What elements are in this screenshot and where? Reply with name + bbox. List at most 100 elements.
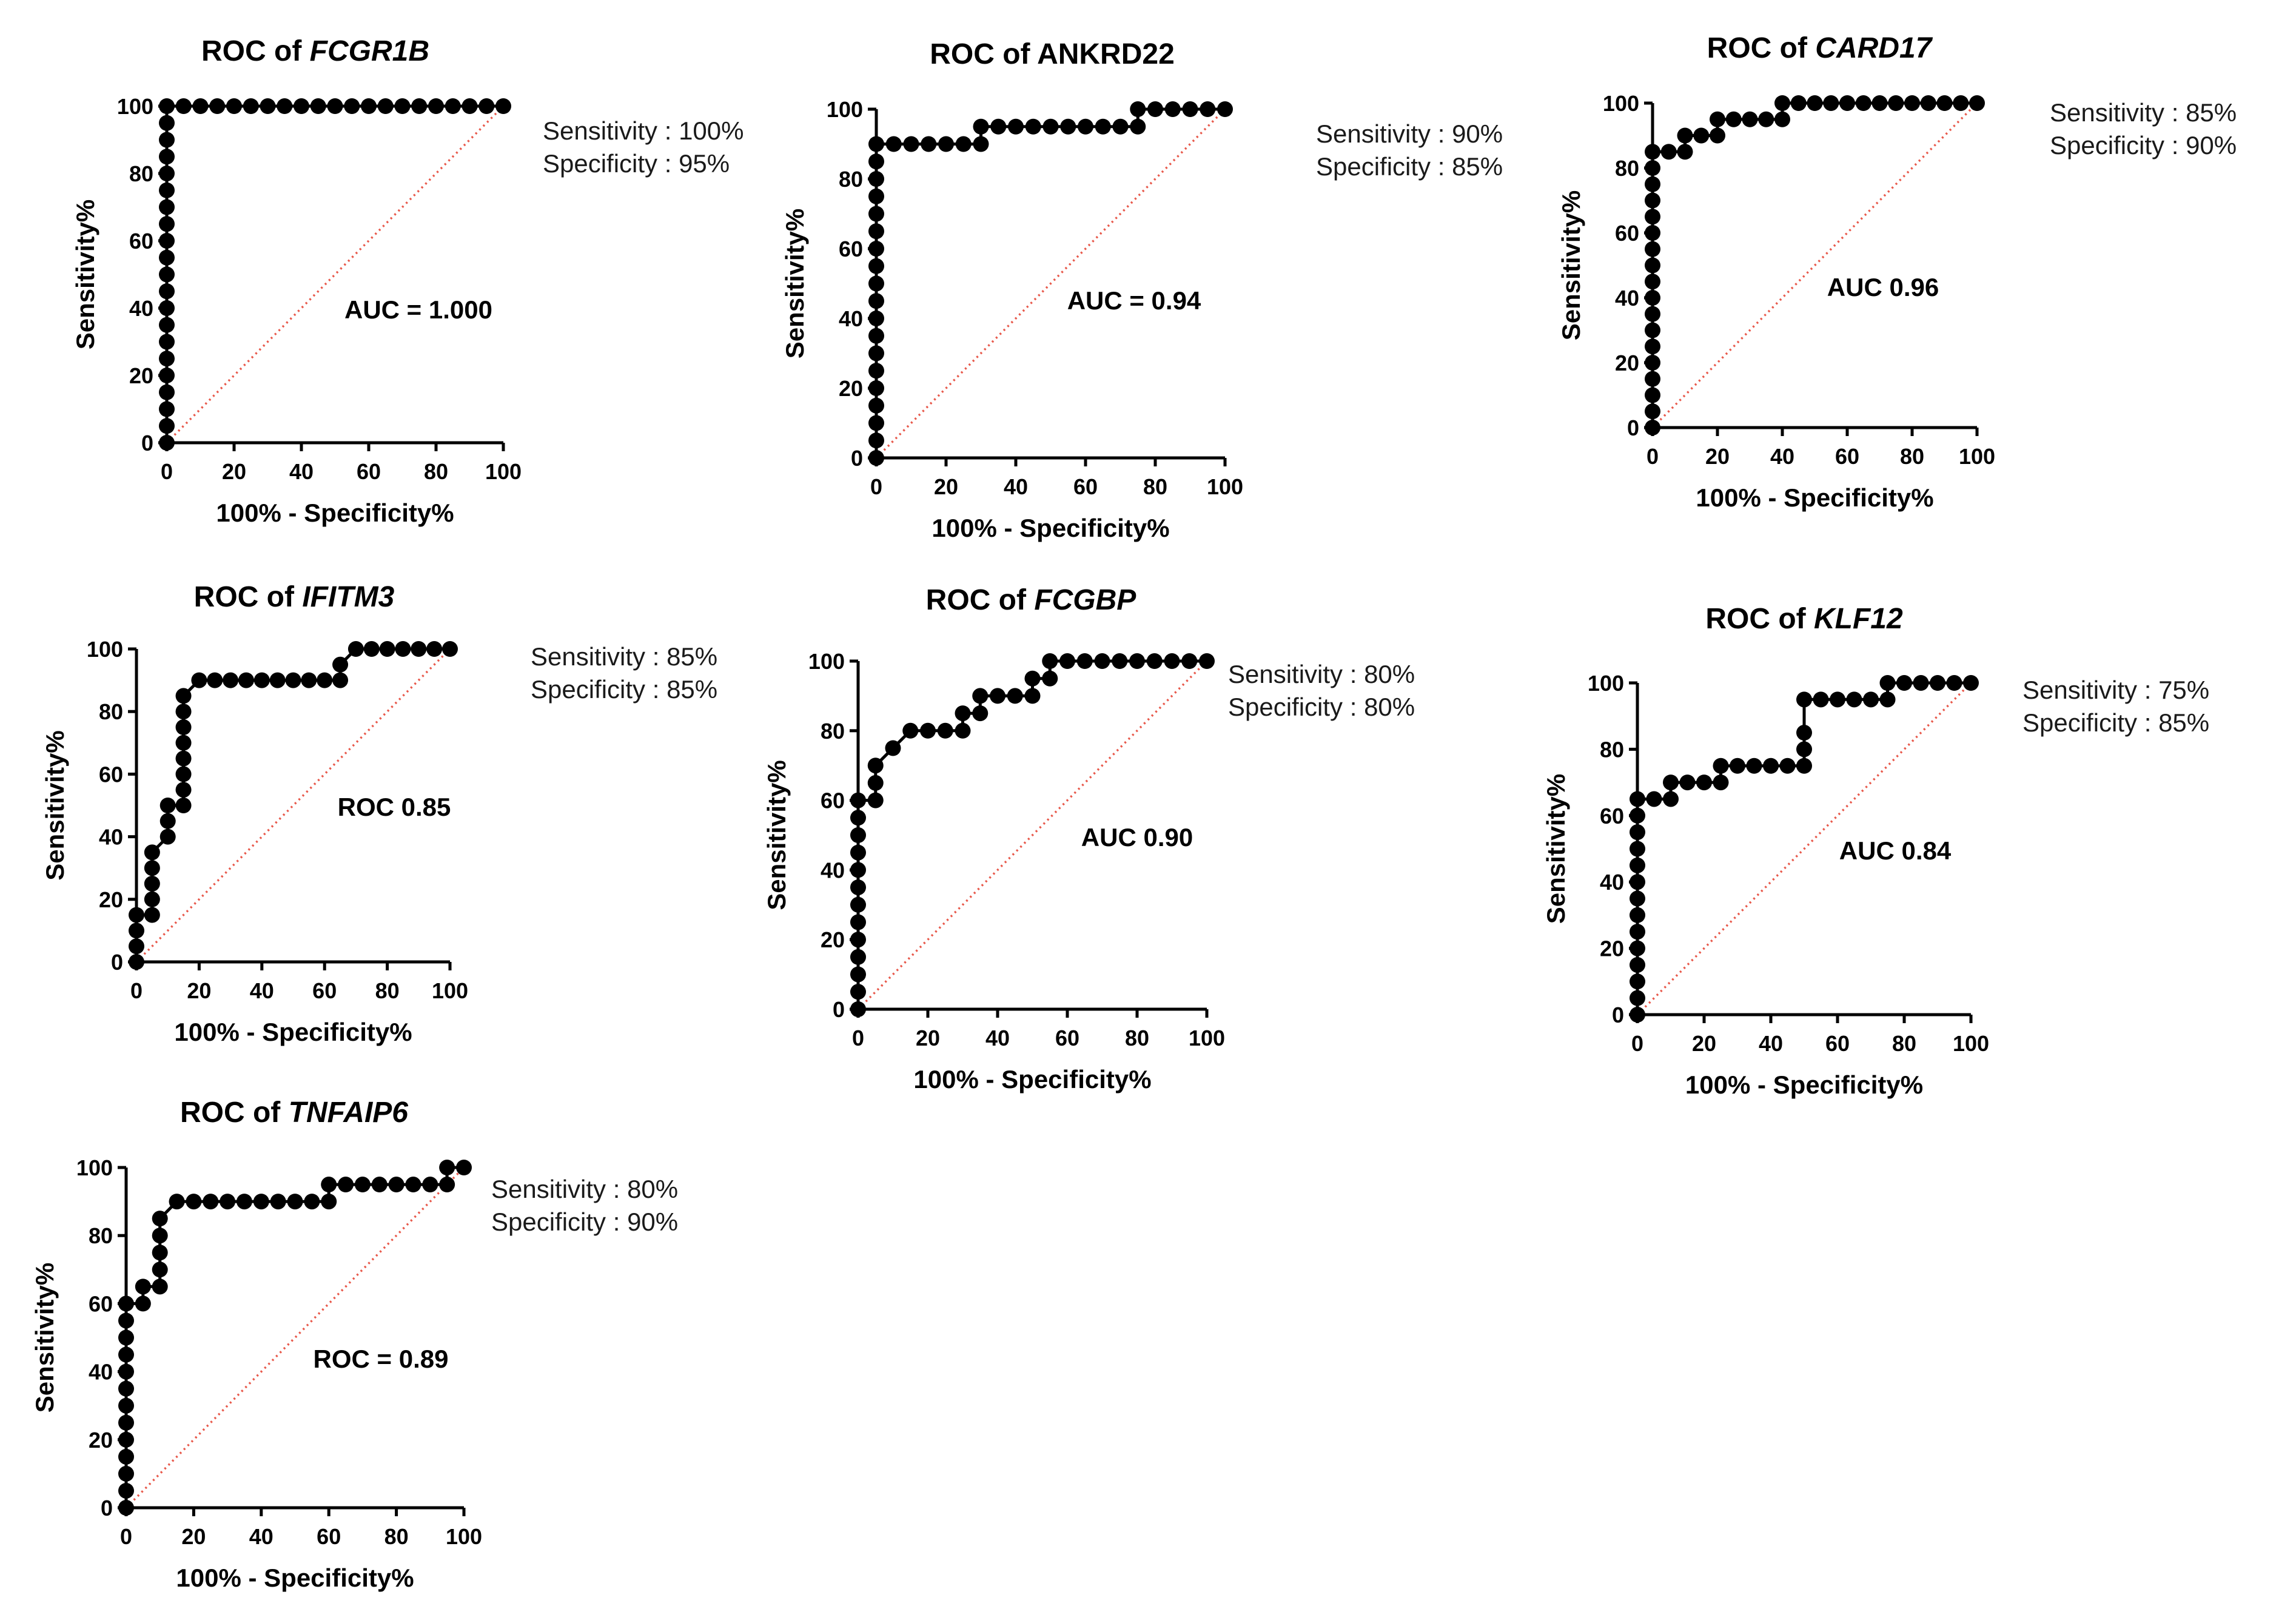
sensitivity-text: Sensitivity : 80% [491,1175,678,1203]
roc-panel-ifitm3: ROC of IFITM3 0 20 40 60 80 100 0 20 40 60 80 100 100… [41,581,717,1046]
roc-point [243,98,259,114]
roc-point [118,1295,134,1312]
roc-point [1730,758,1745,774]
roc-point [426,641,443,657]
roc-point [428,98,444,114]
x-tick-label: 60 [1055,1026,1079,1050]
roc-point [144,891,160,907]
x-tick-label: 80 [1143,474,1167,499]
roc-point [1630,791,1645,807]
roc-point [118,1414,134,1431]
roc-point [159,283,175,300]
x-tick-label: 0 [130,978,143,1003]
roc-point [1645,420,1660,435]
roc-point [1946,675,1962,691]
x-tick-label: 100 [1959,444,1995,469]
x-tick-label: 40 [289,459,314,484]
roc-point [938,136,954,152]
y-tick-label: 100 [117,94,153,119]
y-tick-label: 20 [1615,351,1639,375]
roc-point [1645,241,1660,257]
x-tick-label: 20 [916,1026,940,1050]
roc-point [1969,95,1985,111]
y-tick-label: 60 [99,762,123,787]
sensitivity-text: Sensitivity : 90% [1316,119,1503,148]
roc-point [1904,95,1920,111]
chart-title-gene: KLF12 [1814,603,1903,635]
y-tick-label: 0 [141,431,153,455]
roc-point [175,704,192,720]
roc-point [868,275,884,292]
roc-point [868,241,884,257]
y-tick-label: 80 [1600,737,1624,762]
y-tick-label: 20 [839,376,863,401]
roc-point [118,1448,134,1465]
roc-point [129,954,144,970]
roc-point [175,98,192,114]
roc-point [1677,144,1693,160]
roc-point [868,328,884,344]
sensitivity-text: Sensitivity : 80% [1228,660,1415,688]
roc-point [159,334,175,350]
roc-point [1879,675,1896,691]
chart-title: ROC of TNFAIP6 [180,1097,408,1129]
roc-point [1630,990,1645,1006]
roc-curve-line [124,1166,464,1508]
y-tick-label: 20 [129,363,153,388]
roc-point [175,750,192,767]
y-tick-label: 100 [76,1155,113,1180]
y-tick-label: 100 [827,97,863,122]
roc-point [442,641,458,657]
roc-point [1790,95,1807,111]
roc-point [1645,403,1660,420]
roc-point [850,896,866,913]
roc-point [1936,95,1953,111]
roc-point [159,813,176,829]
y-tick-label: 80 [89,1223,113,1248]
reference-line [857,660,1208,1010]
x-tick-label: 80 [1892,1031,1916,1056]
roc-point [321,1177,337,1193]
roc-point [850,827,866,843]
chart-title: ROC of FCGBP [926,584,1137,616]
roc-point [338,1177,354,1193]
y-axis-label: Sensitivity% [1557,190,1585,340]
roc-panel-tnfaip6: ROC of TNFAIP6 0 20 40 60 80 100 0 20 40 60 80 100 10… [30,1097,678,1592]
roc-point [159,435,175,451]
roc-point [118,1312,134,1329]
y-tick-label: 20 [1600,936,1624,961]
roc-point [159,166,175,181]
roc-point [175,688,192,704]
roc-point [1846,691,1862,708]
chart-title: ROC of CARD17 [1707,32,1933,64]
y-tick-label: 0 [101,1496,113,1520]
roc-point [850,984,866,1000]
roc-point [1630,940,1645,956]
x-axis-label: 100% - Specificity% [1685,1070,1923,1099]
y-tick-label: 60 [89,1291,113,1316]
y-tick-label: 60 [129,229,153,254]
roc-point [152,1228,168,1244]
x-tick-label: 40 [250,978,274,1003]
x-tick-label: 20 [1705,444,1730,469]
x-axis-label: 100% - Specificity% [174,1018,412,1046]
roc-point [129,907,144,923]
roc-point [1823,95,1839,111]
roc-point [1646,791,1662,807]
roc-point [310,98,326,114]
y-tick-label: 60 [821,788,845,813]
roc-point [1112,118,1129,135]
roc-point [411,641,427,657]
roc-point [1663,774,1679,791]
y-tick-label: 60 [1615,221,1639,246]
sensitivity-text: Sensitivity : 85% [531,642,717,671]
roc-point [159,199,175,215]
roc-point [850,932,866,948]
roc-point [377,98,394,114]
roc-point [955,705,971,722]
x-tick-label: 0 [161,459,173,484]
chart-title-prefix: ROC of [194,581,303,613]
roc-point [129,922,144,939]
x-tick-label: 80 [384,1524,409,1549]
x-tick-label: 60 [317,1524,341,1549]
